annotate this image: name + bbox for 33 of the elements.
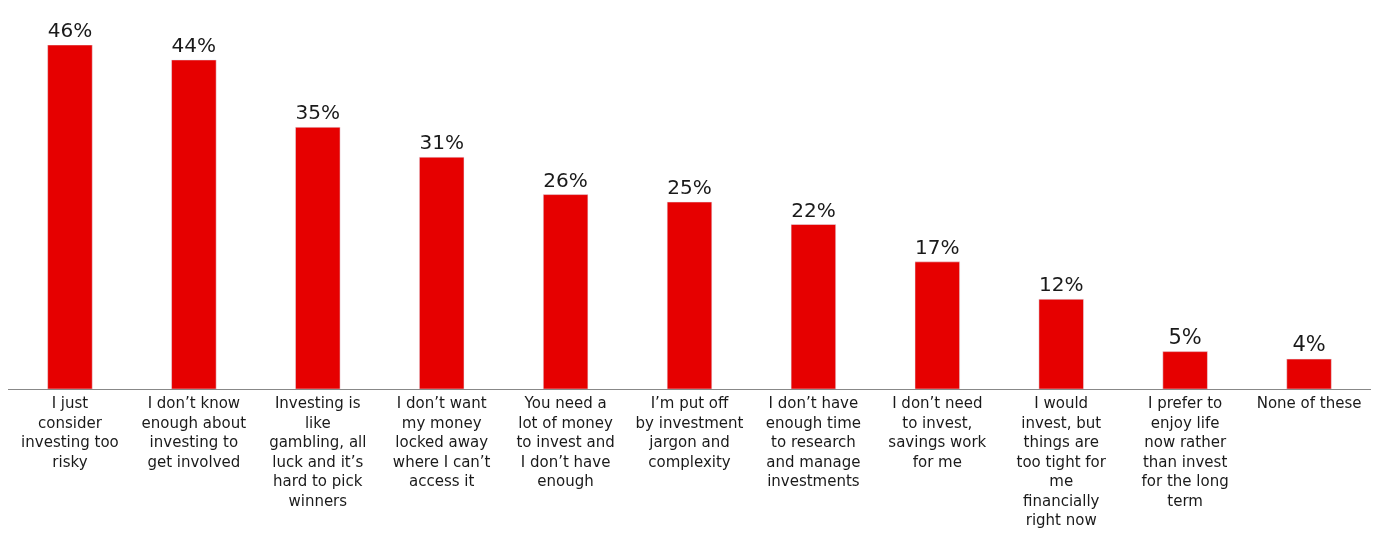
data-label: 17% xyxy=(915,235,960,260)
bar xyxy=(1162,351,1208,389)
bar xyxy=(790,224,836,389)
bar xyxy=(666,201,713,389)
data-label: 22% xyxy=(791,197,836,222)
data-label: 44% xyxy=(171,33,217,58)
bar xyxy=(171,59,217,389)
bar xyxy=(1038,299,1084,389)
x-tick-label: You need a lot of money to invest and I don’t have enough xyxy=(516,394,615,490)
bar xyxy=(295,127,341,389)
data-label: 25% xyxy=(667,175,712,200)
bar xyxy=(543,194,589,389)
x-tick-label: None of these xyxy=(1256,394,1362,412)
data-label: 5% xyxy=(1168,324,1202,349)
data-label: 26% xyxy=(543,167,588,192)
bar xyxy=(419,156,465,389)
bar xyxy=(914,261,960,389)
data-label: 12% xyxy=(1038,272,1084,297)
x-tick-label: I prefer to enjoy life now rather than invest for the long term xyxy=(1141,394,1229,510)
x-tick-label: I just consider investing too risky xyxy=(21,394,119,471)
x-tick-label: I would invest, but things are too tight for me financially right now xyxy=(1016,394,1107,529)
x-tick-label: I don’t know enough about investing to get involved xyxy=(141,394,247,471)
data-label: 35% xyxy=(295,100,341,125)
data-label: 4% xyxy=(1292,332,1326,357)
bar xyxy=(1286,358,1332,389)
x-tick-label: Investing is like gambling, all luck and it’s hard to pick winners xyxy=(269,394,367,510)
x-tick-label: I don’t have enough time to research and manage investments xyxy=(765,394,861,490)
data-label: 31% xyxy=(419,130,464,155)
x-tick-label: I’m put off by investment jargon and complexity xyxy=(635,394,744,471)
x-tick-label: I don’t want my money locked away where I can’t access it xyxy=(392,394,491,490)
data-label: 46% xyxy=(47,18,93,43)
bar xyxy=(47,45,93,389)
x-tick-label: I don’t need to invest, savings work for me xyxy=(888,394,987,471)
